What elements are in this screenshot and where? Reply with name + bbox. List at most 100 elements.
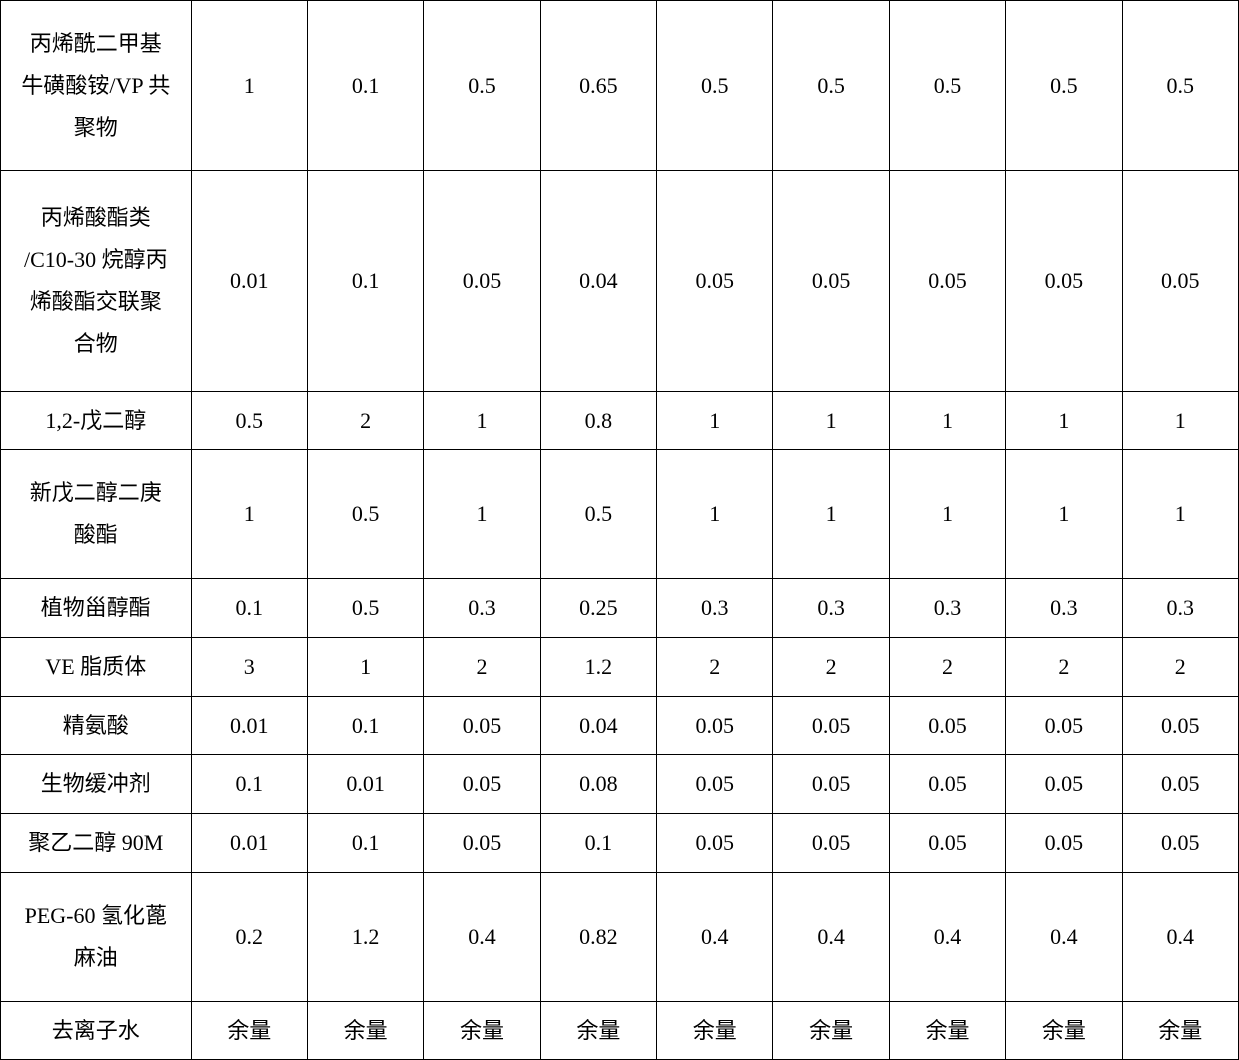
value-cell: 0.05 bbox=[1006, 696, 1122, 755]
ingredient-label: 丙烯酰二甲基牛磺酸铵/VP 共聚物 bbox=[1, 1, 192, 171]
value-cell: 0.05 bbox=[1122, 696, 1238, 755]
value-cell: 0.01 bbox=[191, 814, 307, 873]
ingredient-label: 1,2-戊二醇 bbox=[1, 391, 192, 450]
table-row: VE 脂质体3121.222222 bbox=[1, 637, 1239, 696]
value-cell: 0.5 bbox=[307, 578, 423, 637]
value-cell: 1 bbox=[657, 391, 773, 450]
value-cell: 0.05 bbox=[889, 814, 1005, 873]
label-line: 烯酸酯交联聚 bbox=[30, 289, 162, 314]
value-cell: 0.5 bbox=[1006, 1, 1122, 171]
value-cell: 余量 bbox=[1122, 1001, 1238, 1060]
value-cell: 0.05 bbox=[1122, 171, 1238, 391]
value-cell: 0.4 bbox=[773, 872, 889, 1001]
value-cell: 0.1 bbox=[307, 814, 423, 873]
value-cell: 0.1 bbox=[307, 1, 423, 171]
label-line: 生物缓冲剂 bbox=[41, 771, 151, 796]
value-cell: 余量 bbox=[889, 1001, 1005, 1060]
label-line: 麻油 bbox=[74, 945, 118, 970]
ingredient-label: PEG-60 氢化蓖麻油 bbox=[1, 872, 192, 1001]
value-cell: 0.2 bbox=[191, 872, 307, 1001]
label-line: /C10-30 烷醇丙 bbox=[24, 247, 168, 272]
label-line: 精氨酸 bbox=[63, 713, 129, 738]
table-row: 丙烯酸酯类/C10-30 烷醇丙烯酸酯交联聚合物0.010.10.050.040… bbox=[1, 171, 1239, 391]
ingredient-label: 聚乙二醇 90M bbox=[1, 814, 192, 873]
value-cell: 余量 bbox=[540, 1001, 656, 1060]
value-cell: 0.05 bbox=[773, 171, 889, 391]
label-line: 合物 bbox=[74, 331, 118, 356]
value-cell: 0.5 bbox=[657, 1, 773, 171]
value-cell: 0.1 bbox=[540, 814, 656, 873]
value-cell: 0.04 bbox=[540, 696, 656, 755]
value-cell: 余量 bbox=[1006, 1001, 1122, 1060]
value-cell: 1 bbox=[657, 450, 773, 579]
value-cell: 0.05 bbox=[773, 755, 889, 814]
table-row: 精氨酸0.010.10.050.040.050.050.050.050.05 bbox=[1, 696, 1239, 755]
value-cell: 0.8 bbox=[540, 391, 656, 450]
label-line: 1,2-戊二醇 bbox=[45, 408, 146, 433]
value-cell: 0.3 bbox=[424, 578, 540, 637]
value-cell: 0.5 bbox=[424, 1, 540, 171]
value-cell: 1 bbox=[773, 391, 889, 450]
value-cell: 0.05 bbox=[1006, 171, 1122, 391]
value-cell: 0.4 bbox=[424, 872, 540, 1001]
label-line: VE 脂质体 bbox=[45, 654, 146, 679]
value-cell: 余量 bbox=[424, 1001, 540, 1060]
value-cell: 0.01 bbox=[191, 171, 307, 391]
ingredients-table-wrap: 丙烯酰二甲基牛磺酸铵/VP 共聚物10.10.50.650.50.50.50.5… bbox=[0, 0, 1239, 1060]
label-line: 新戊二醇二庚 bbox=[30, 480, 162, 505]
value-cell: 1 bbox=[307, 637, 423, 696]
value-cell: 1.2 bbox=[307, 872, 423, 1001]
label-line: 牛磺酸铵/VP 共 bbox=[21, 73, 170, 98]
value-cell: 2 bbox=[1006, 637, 1122, 696]
value-cell: 0.01 bbox=[191, 696, 307, 755]
value-cell: 1 bbox=[424, 391, 540, 450]
value-cell: 0.05 bbox=[657, 696, 773, 755]
value-cell: 1 bbox=[889, 391, 1005, 450]
value-cell: 0.05 bbox=[424, 814, 540, 873]
value-cell: 0.5 bbox=[1122, 1, 1238, 171]
value-cell: 1 bbox=[191, 450, 307, 579]
value-cell: 0.05 bbox=[424, 171, 540, 391]
value-cell: 0.25 bbox=[540, 578, 656, 637]
ingredient-label: 精氨酸 bbox=[1, 696, 192, 755]
ingredient-label: 生物缓冲剂 bbox=[1, 755, 192, 814]
label-line: PEG-60 氢化蓖 bbox=[25, 903, 167, 928]
table-row: 生物缓冲剂0.10.010.050.080.050.050.050.050.05 bbox=[1, 755, 1239, 814]
ingredient-label: 植物甾醇酯 bbox=[1, 578, 192, 637]
value-cell: 1 bbox=[773, 450, 889, 579]
value-cell: 0.3 bbox=[657, 578, 773, 637]
value-cell: 0.3 bbox=[1006, 578, 1122, 637]
value-cell: 0.05 bbox=[657, 814, 773, 873]
value-cell: 0.05 bbox=[657, 755, 773, 814]
value-cell: 0.05 bbox=[657, 171, 773, 391]
value-cell: 0.5 bbox=[773, 1, 889, 171]
table-row: 植物甾醇酯0.10.50.30.250.30.30.30.30.3 bbox=[1, 578, 1239, 637]
label-line: 聚物 bbox=[74, 115, 118, 140]
value-cell: 0.3 bbox=[889, 578, 1005, 637]
label-line: 丙烯酸酯类 bbox=[41, 205, 151, 230]
table-row: 1,2-戊二醇0.5210.811111 bbox=[1, 391, 1239, 450]
table-body: 丙烯酰二甲基牛磺酸铵/VP 共聚物10.10.50.650.50.50.50.5… bbox=[1, 1, 1239, 1060]
value-cell: 0.82 bbox=[540, 872, 656, 1001]
value-cell: 1 bbox=[424, 450, 540, 579]
value-cell: 余量 bbox=[307, 1001, 423, 1060]
value-cell: 0.65 bbox=[540, 1, 656, 171]
value-cell: 0.1 bbox=[307, 696, 423, 755]
ingredients-table: 丙烯酰二甲基牛磺酸铵/VP 共聚物10.10.50.650.50.50.50.5… bbox=[0, 0, 1239, 1060]
value-cell: 0.4 bbox=[657, 872, 773, 1001]
value-cell: 余量 bbox=[191, 1001, 307, 1060]
label-line: 酸酯 bbox=[74, 522, 118, 547]
value-cell: 0.5 bbox=[191, 391, 307, 450]
value-cell: 余量 bbox=[773, 1001, 889, 1060]
value-cell: 2 bbox=[657, 637, 773, 696]
value-cell: 3 bbox=[191, 637, 307, 696]
value-cell: 0.4 bbox=[1006, 872, 1122, 1001]
value-cell: 0.05 bbox=[1122, 814, 1238, 873]
value-cell: 0.05 bbox=[1122, 755, 1238, 814]
label-line: 植物甾醇酯 bbox=[41, 595, 151, 620]
table-row: PEG-60 氢化蓖麻油0.21.20.40.820.40.40.40.40.4 bbox=[1, 872, 1239, 1001]
ingredient-label: 新戊二醇二庚酸酯 bbox=[1, 450, 192, 579]
value-cell: 0.01 bbox=[307, 755, 423, 814]
value-cell: 0.5 bbox=[540, 450, 656, 579]
label-line: 聚乙二醇 90M bbox=[28, 830, 163, 855]
